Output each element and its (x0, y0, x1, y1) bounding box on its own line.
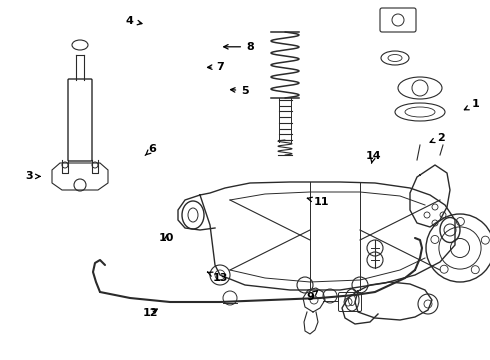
Text: 11: 11 (307, 197, 329, 207)
Text: 9: 9 (306, 291, 318, 302)
Text: 13: 13 (207, 272, 228, 283)
Text: 8: 8 (224, 42, 254, 52)
Text: 14: 14 (366, 150, 381, 163)
Text: 2: 2 (430, 132, 445, 143)
Text: 6: 6 (145, 144, 156, 156)
Text: 1: 1 (465, 99, 479, 110)
Text: 10: 10 (159, 233, 174, 243)
Text: 12: 12 (143, 308, 159, 318)
Text: 4: 4 (126, 16, 142, 26)
Text: 7: 7 (208, 62, 224, 72)
Text: 5: 5 (231, 86, 249, 96)
Text: 3: 3 (25, 171, 40, 181)
